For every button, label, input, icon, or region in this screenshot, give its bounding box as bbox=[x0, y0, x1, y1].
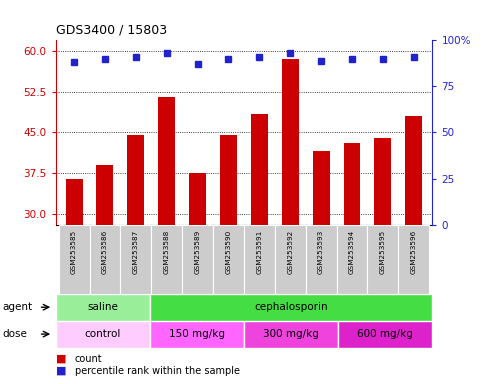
Bar bbox=[189, 173, 206, 376]
Bar bbox=[337, 225, 368, 294]
Text: control: control bbox=[85, 329, 121, 339]
Bar bbox=[343, 143, 360, 376]
Bar bbox=[97, 165, 114, 376]
Text: GSM253594: GSM253594 bbox=[349, 230, 355, 274]
Bar bbox=[313, 151, 329, 376]
Bar bbox=[158, 97, 175, 376]
Text: cephalosporin: cephalosporin bbox=[254, 302, 328, 312]
Bar bbox=[220, 135, 237, 376]
Bar bbox=[89, 225, 120, 294]
Text: GDS3400 / 15803: GDS3400 / 15803 bbox=[56, 23, 167, 36]
Bar bbox=[58, 225, 89, 294]
Bar bbox=[374, 138, 391, 376]
Bar bbox=[306, 225, 337, 294]
Bar bbox=[398, 225, 429, 294]
Text: GSM253585: GSM253585 bbox=[71, 230, 77, 274]
Bar bbox=[66, 179, 83, 376]
Bar bbox=[244, 321, 338, 348]
Text: GSM253586: GSM253586 bbox=[102, 230, 108, 274]
Text: GSM253592: GSM253592 bbox=[287, 230, 293, 274]
Bar bbox=[213, 225, 244, 294]
Text: saline: saline bbox=[87, 302, 118, 312]
Text: ■: ■ bbox=[56, 354, 66, 364]
Text: count: count bbox=[75, 354, 102, 364]
Bar bbox=[150, 321, 244, 348]
Text: GSM253589: GSM253589 bbox=[195, 230, 200, 274]
Text: 300 mg/kg: 300 mg/kg bbox=[263, 329, 319, 339]
Bar bbox=[251, 114, 268, 376]
Text: GSM253590: GSM253590 bbox=[226, 230, 231, 274]
Bar bbox=[368, 225, 398, 294]
Text: GSM253593: GSM253593 bbox=[318, 230, 324, 274]
Bar bbox=[56, 294, 150, 321]
Text: ■: ■ bbox=[56, 366, 66, 376]
Text: agent: agent bbox=[2, 302, 32, 312]
Bar bbox=[338, 321, 432, 348]
Text: GSM253588: GSM253588 bbox=[164, 230, 170, 274]
Text: GSM253591: GSM253591 bbox=[256, 230, 262, 274]
Bar bbox=[56, 321, 150, 348]
Bar bbox=[182, 225, 213, 294]
Bar bbox=[151, 225, 182, 294]
Text: percentile rank within the sample: percentile rank within the sample bbox=[75, 366, 240, 376]
Text: dose: dose bbox=[2, 329, 28, 339]
Bar bbox=[244, 225, 275, 294]
Bar bbox=[128, 135, 144, 376]
Bar bbox=[282, 59, 298, 376]
Text: GSM253587: GSM253587 bbox=[133, 230, 139, 274]
Text: 150 mg/kg: 150 mg/kg bbox=[169, 329, 225, 339]
Text: GSM253595: GSM253595 bbox=[380, 230, 386, 274]
Bar bbox=[405, 116, 422, 376]
Text: 600 mg/kg: 600 mg/kg bbox=[357, 329, 413, 339]
Text: GSM253596: GSM253596 bbox=[411, 230, 417, 274]
Bar bbox=[150, 294, 432, 321]
Bar bbox=[275, 225, 306, 294]
Bar bbox=[120, 225, 151, 294]
